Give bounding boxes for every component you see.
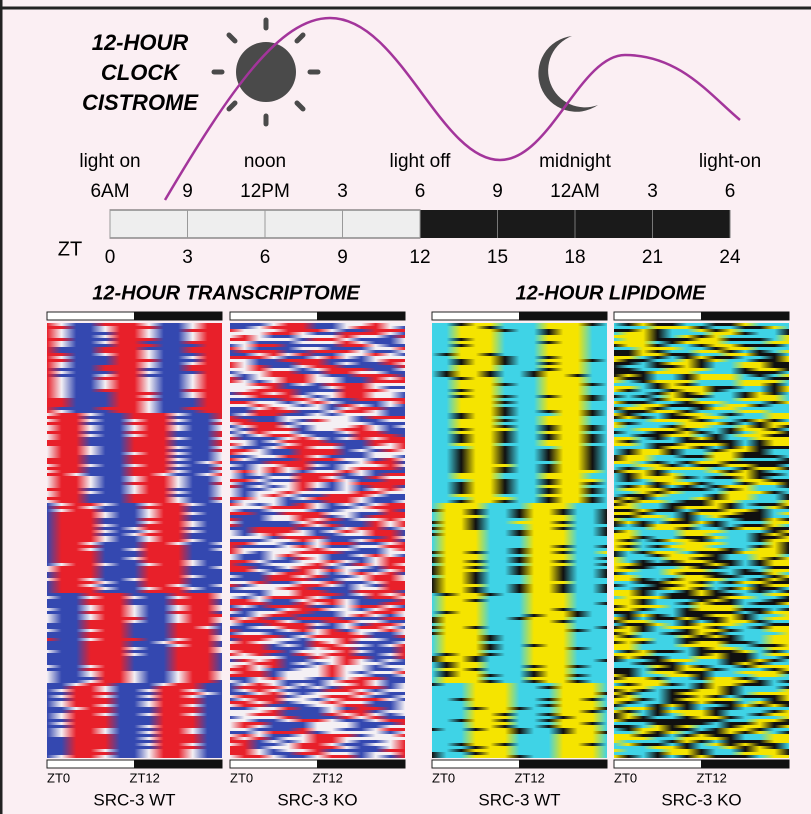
phase-bar-light — [432, 760, 520, 768]
zt-start-label: ZT0 — [432, 770, 455, 785]
zt-start-label: ZT0 — [230, 770, 253, 785]
zt-tick-label: 9 — [337, 247, 348, 268]
zt-tick-label: 12 — [409, 247, 430, 268]
clock-label: 3 — [337, 181, 348, 202]
title-line: 12-HOUR — [92, 30, 189, 55]
day-label: midnight — [539, 151, 612, 172]
title-line: CLOCK — [101, 60, 181, 85]
day-label: noon — [244, 151, 286, 172]
heatmap-row — [47, 755, 222, 758]
zt-tick-label: 15 — [487, 247, 508, 268]
phase-bar-dark — [318, 312, 406, 320]
phase-bar-dark — [702, 312, 790, 320]
zt-tick-label: 3 — [182, 247, 193, 268]
zt-tick-label: 6 — [260, 247, 271, 268]
sun — [214, 20, 318, 124]
heatmap — [230, 323, 405, 758]
day-label: light off — [390, 151, 452, 172]
panel-title: 12-HOUR LIPIDOME — [515, 282, 706, 304]
heatmap — [47, 323, 222, 758]
clock-label: 12PM — [240, 181, 290, 202]
zt-label: ZT — [58, 238, 82, 260]
zt-mid-label: ZT12 — [313, 770, 343, 785]
phase-bar-dark — [135, 760, 223, 768]
heatmap-row — [432, 755, 607, 758]
phase-bar-light — [230, 312, 318, 320]
day-label: light-on — [699, 151, 761, 172]
phase-bar-light — [230, 760, 318, 768]
zt-tick-label: 18 — [564, 247, 585, 268]
day-label: light on — [79, 151, 140, 172]
phase-bar-light — [614, 312, 702, 320]
clock-label: 6 — [415, 181, 426, 202]
clock-label: 6AM — [90, 181, 129, 202]
zt-start-label: ZT0 — [47, 770, 70, 785]
phase-bar-light — [432, 312, 520, 320]
zt-tick-label: 21 — [642, 247, 663, 268]
oscillation-curve — [165, 18, 740, 200]
phase-bar-dark — [318, 760, 406, 768]
heatmap — [614, 323, 789, 758]
zt-tick-label: 24 — [719, 247, 741, 268]
clock-label: 9 — [182, 181, 193, 202]
clock-label: 6 — [725, 181, 736, 202]
title-line: CISTROME — [82, 90, 199, 115]
panel-title: 12-HOUR TRANSCRIPTOME — [92, 282, 360, 304]
phase-bar-light — [47, 312, 135, 320]
phase-bar-dark — [520, 760, 608, 768]
zt-mid-label: ZT12 — [697, 770, 727, 785]
figure: ZT 12-HOUR CLOCK CISTROME 0 3 6 9 12 15 18 21 24 6AM… — [0, 0, 811, 814]
heatmap-row — [614, 755, 789, 758]
phase-bar-light — [614, 760, 702, 768]
phase-bar-dark — [135, 312, 223, 320]
zt-start-label: ZT0 — [614, 770, 637, 785]
zt-mid-label: ZT12 — [515, 770, 545, 785]
phase-bar-light — [47, 760, 135, 768]
condition-label: SRC-3 WT — [93, 790, 175, 809]
phase-bar-dark — [702, 760, 790, 768]
condition-label: SRC-3 WT — [478, 790, 560, 809]
clock-label: 3 — [647, 181, 658, 202]
zt-tick-label: 0 — [105, 247, 116, 268]
condition-label: SRC-3 KO — [661, 790, 741, 809]
heatmap-row — [230, 755, 405, 758]
condition-label: SRC-3 KO — [277, 790, 357, 809]
zt-mid-label: ZT12 — [130, 770, 160, 785]
heatmap — [432, 323, 607, 758]
clock-label: 9 — [492, 181, 503, 202]
clock-label: 12AM — [550, 181, 600, 202]
phase-bar-dark — [520, 312, 608, 320]
